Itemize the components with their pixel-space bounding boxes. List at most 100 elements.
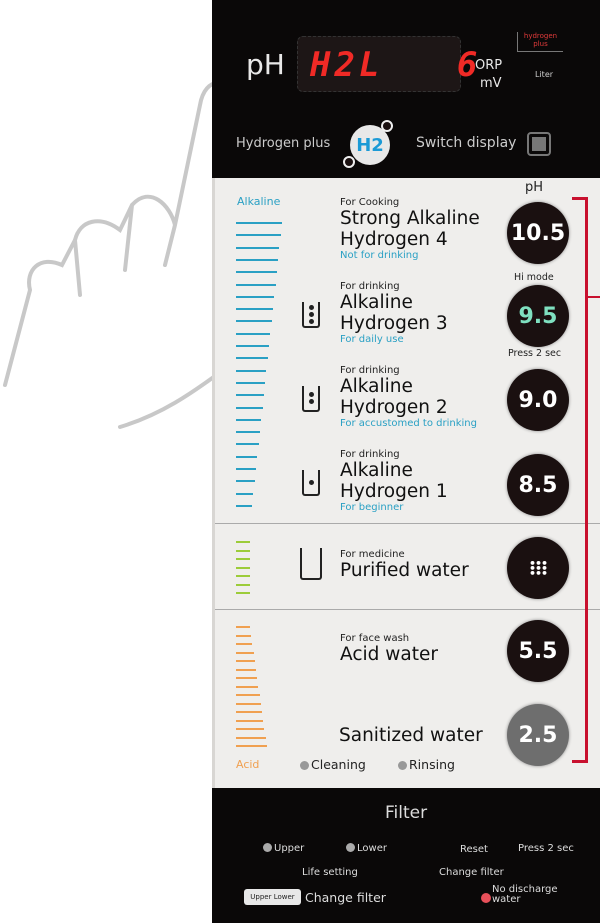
acid-bar xyxy=(236,719,264,722)
bracket-top xyxy=(572,197,588,200)
neutral-bar xyxy=(236,541,250,543)
alkaline-bar xyxy=(236,234,281,237)
cup-1-dot-icon xyxy=(302,470,320,496)
alkaline-bar xyxy=(236,345,269,347)
alkaline-bar xyxy=(236,246,280,249)
divider xyxy=(215,523,600,524)
alkaline-bar xyxy=(236,443,259,446)
alkaline-bar xyxy=(236,394,264,397)
acid-bar xyxy=(236,694,260,696)
alkaline-bar xyxy=(236,271,277,274)
hydrogen-plus-badge: hydrogen plus xyxy=(517,32,563,52)
acid-bar xyxy=(236,626,250,628)
alkaline-bar xyxy=(236,320,272,323)
mv-label: mV xyxy=(480,76,502,91)
acid-bar xyxy=(236,728,265,730)
alkaline-bar xyxy=(236,283,276,286)
ph-10-5-button[interactable]: 10.5 xyxy=(507,202,569,264)
bracket-line xyxy=(585,197,588,763)
alkaline-bar xyxy=(236,468,256,470)
ph-8-5-button[interactable]: 8.5 xyxy=(507,454,569,516)
upper-lower-button[interactable]: Upper Lower xyxy=(244,889,301,905)
alkaline-bar xyxy=(236,418,262,421)
life-setting-label: Life setting xyxy=(302,867,358,878)
mode-sanitized: Sanitized water xyxy=(339,725,483,746)
cup-3-dots-icon xyxy=(302,302,320,328)
switch-display-button[interactable] xyxy=(527,132,551,156)
acid-bar xyxy=(236,634,252,637)
filter-title: Filter xyxy=(385,803,428,823)
bracket-bottom xyxy=(572,760,588,763)
acid-bar xyxy=(236,643,253,645)
acid-bar xyxy=(236,711,262,713)
mode-alkaline-3: For drinking Alkaline Hydrogen 3 For daily … xyxy=(340,281,448,345)
acid-bar xyxy=(236,651,254,654)
reset-label: Reset xyxy=(460,844,488,855)
no-discharge-label: No discharge water xyxy=(492,884,558,905)
hydrogen-plus-label: Hydrogen plus xyxy=(236,136,331,151)
acid-bar xyxy=(236,702,261,705)
alkaline-bar xyxy=(236,480,255,483)
ph-5-5-button[interactable]: 5.5 xyxy=(507,620,569,682)
cleaning-indicator: Cleaning xyxy=(300,757,366,772)
liter-label: Liter xyxy=(535,70,554,79)
bracket-branch xyxy=(585,296,600,298)
change-filter-label: Change filter xyxy=(439,867,504,878)
ph-9-0-button[interactable]: 9.0 xyxy=(507,369,569,431)
acid-bar xyxy=(236,736,266,739)
alkaline-bar xyxy=(236,357,268,360)
mode-purified: For medicine Purified water xyxy=(340,549,469,581)
acid-bar xyxy=(236,677,258,679)
mode-alkaline-2: For drinking Alkaline Hydrogen 2 For accust… xyxy=(340,365,477,429)
alkaline-bar xyxy=(236,308,273,311)
alkaline-bar xyxy=(236,455,258,458)
mode-strong-alkaline-4: For Cooking Strong Alkaline Hydrogen 4 Not … xyxy=(340,197,480,261)
ph-header: pH xyxy=(525,180,544,195)
alkaline-bar xyxy=(236,504,253,507)
mode-alkaline-1: For drinking Alkaline Hydrogen 1 For beginn… xyxy=(340,449,448,513)
neutral-bar xyxy=(236,592,250,594)
divider xyxy=(215,609,600,610)
press-2-sec-filter: Press 2 sec xyxy=(518,843,574,854)
neutral-bar xyxy=(236,558,250,560)
press-2-sec-label: Press 2 sec xyxy=(508,348,562,359)
neutral-bar xyxy=(236,575,250,577)
neutral-bar xyxy=(236,549,250,552)
acid-bar xyxy=(236,668,256,671)
alkaline-bar xyxy=(236,258,279,261)
ph-2-5-button[interactable]: 2.5 xyxy=(507,704,569,766)
alkaline-bar xyxy=(236,295,275,298)
empty-cup-icon xyxy=(300,548,322,580)
upper-indicator: Upper xyxy=(263,843,304,854)
alkaline-bar xyxy=(236,406,263,409)
no-discharge-indicator-icon xyxy=(481,893,491,903)
neutral-bar xyxy=(236,583,250,586)
ph-9-5-button[interactable]: 9.5 xyxy=(507,285,569,347)
alkaline-bar xyxy=(236,369,267,372)
cup-2-dots-icon xyxy=(302,386,320,412)
alkaline-bar xyxy=(236,332,271,335)
acid-label: Acid xyxy=(236,758,260,771)
alkaline-label: Alkaline xyxy=(237,195,281,208)
grid-icon: ••• ••• ••• xyxy=(528,556,548,580)
led-display: H2L 6 xyxy=(297,36,477,92)
lower-indicator: Lower xyxy=(346,843,387,854)
acid-bar xyxy=(236,685,259,688)
ph-label: pH xyxy=(246,48,285,81)
hi-mode-label: Hi mode xyxy=(514,272,554,283)
molecule-dot-icon xyxy=(343,156,355,168)
h2-button[interactable]: H2 xyxy=(350,125,390,165)
switch-display-label: Switch display xyxy=(416,135,517,151)
alkaline-bar xyxy=(236,492,254,495)
purified-water-button[interactable]: ••• ••• ••• xyxy=(507,537,569,599)
orp-label: ORP xyxy=(475,58,503,73)
neutral-bar xyxy=(236,566,250,569)
alkaline-bar xyxy=(236,222,282,224)
molecule-dot-icon xyxy=(381,120,393,132)
change-filter-text: Change filter xyxy=(305,890,386,905)
alkaline-bar xyxy=(236,381,266,384)
rinsing-indicator: Rinsing xyxy=(398,757,455,772)
acid-bar xyxy=(236,745,267,747)
alkaline-bar xyxy=(236,431,260,434)
acid-bar xyxy=(236,660,255,662)
